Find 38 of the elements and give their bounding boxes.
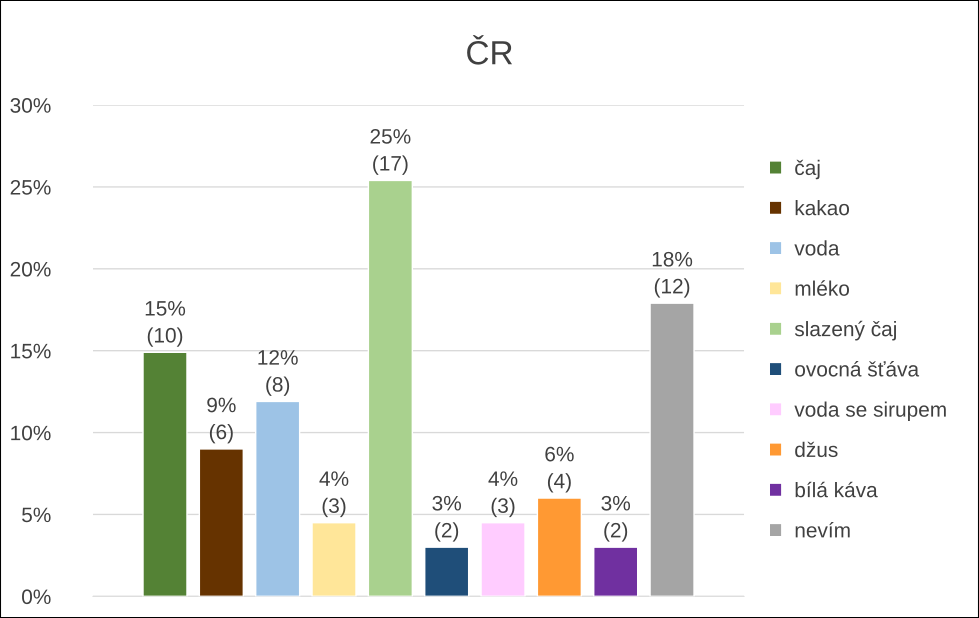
data-label: 9% (6) — [207, 398, 236, 444]
bar — [649, 302, 695, 596]
legend-label: slazený čaj — [794, 320, 896, 340]
y-tick-label: 25% — [10, 180, 51, 195]
bar — [424, 546, 470, 596]
data-label: 4% (3) — [488, 471, 518, 518]
data-label: 4% (3) — [319, 471, 348, 518]
legend-label: džus — [795, 442, 838, 458]
bar — [480, 522, 526, 596]
legend-label: čaj — [795, 160, 820, 180]
y-tick-label: 20% — [10, 262, 51, 277]
data-label: 12% (8) — [258, 350, 298, 396]
y-tick-label: 30% — [10, 98, 51, 113]
data-label: 6% (4) — [545, 446, 574, 493]
y-tick-label: 0% — [22, 589, 51, 604]
legend-label: nevím — [796, 522, 850, 538]
data-label: 3% (2) — [432, 496, 462, 542]
bar — [593, 546, 638, 596]
legend-label: kakao — [796, 200, 850, 216]
legend-label: mléko — [796, 280, 849, 296]
bar — [368, 180, 414, 596]
data-label: 15% (10) — [146, 301, 186, 347]
bar — [536, 497, 582, 596]
data-label: 3% (2) — [601, 496, 630, 542]
legend-label: bílá káva — [796, 482, 878, 498]
bar — [198, 448, 244, 596]
y-tick-label: 15% — [11, 344, 51, 358]
data-label: 18% (12) — [652, 252, 692, 298]
y-tick-label: 5% — [22, 508, 51, 522]
legend-label: voda se sirupem — [794, 402, 946, 421]
bar — [142, 352, 188, 596]
legend-label: ovocná šťáva — [795, 361, 920, 377]
data-label: 25% (17) — [370, 129, 410, 175]
y-tick-label: 10% — [11, 426, 51, 440]
bar — [311, 522, 357, 596]
bar — [255, 400, 300, 596]
legend-label: voda — [794, 240, 840, 256]
chart-title: ČR — [467, 35, 512, 65]
